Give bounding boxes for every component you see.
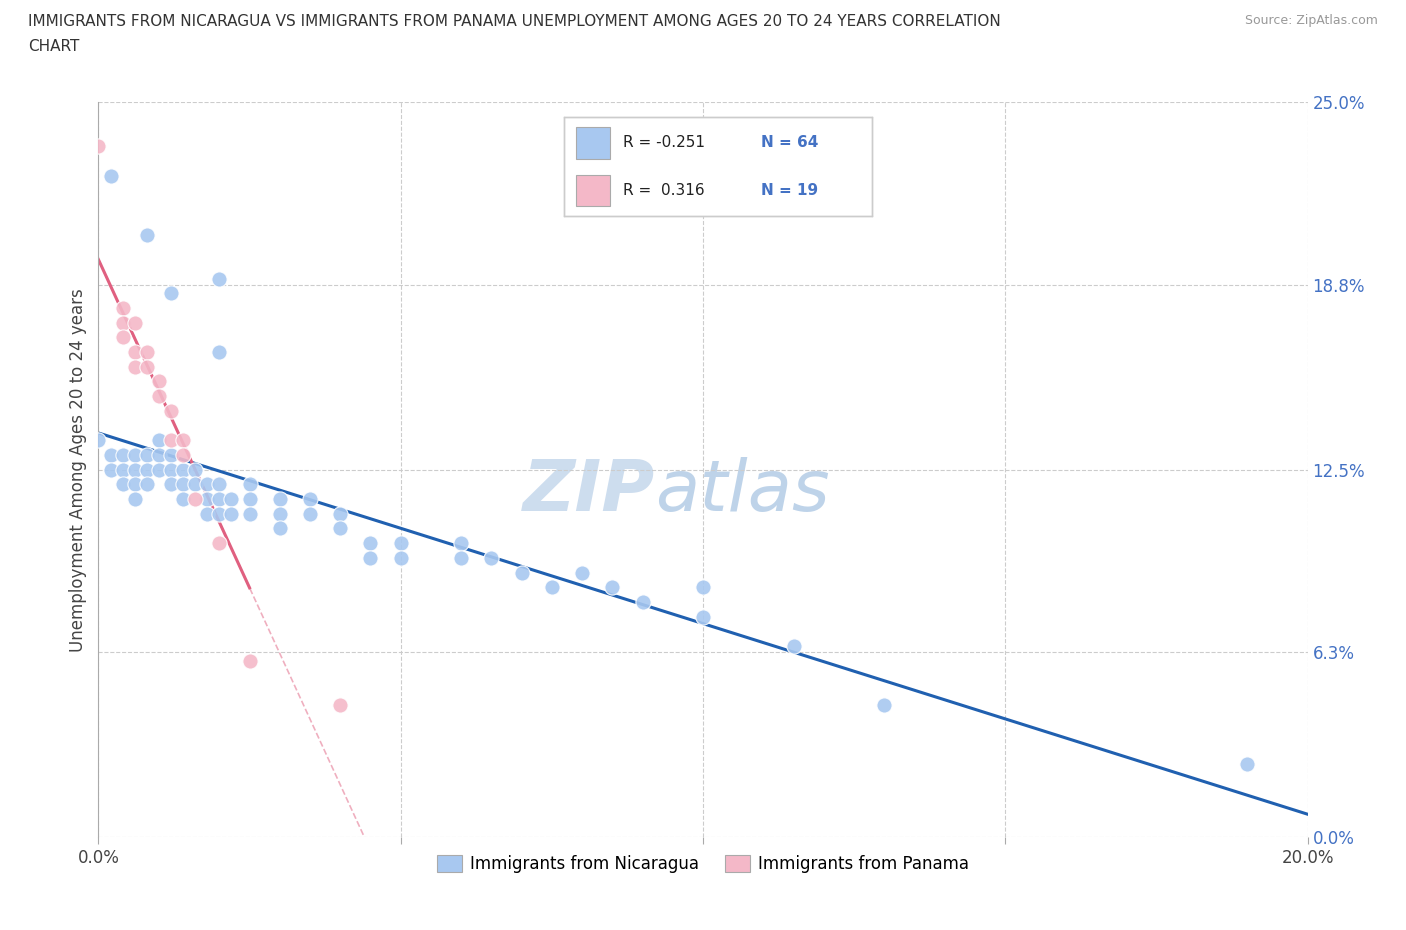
Point — [208, 506, 231, 521]
Point — [148, 447, 170, 462]
Point — [389, 551, 412, 565]
Point — [269, 506, 291, 521]
Point — [148, 374, 170, 389]
Point — [540, 579, 562, 594]
Point — [124, 477, 146, 492]
Point — [148, 432, 170, 447]
Point — [100, 168, 122, 183]
Point — [148, 462, 170, 477]
Point — [208, 477, 231, 492]
Point — [195, 506, 218, 521]
Point — [172, 447, 194, 462]
Point — [124, 345, 146, 360]
Point — [172, 462, 194, 477]
Point — [631, 594, 654, 609]
Point — [172, 432, 194, 447]
Point — [208, 272, 231, 286]
Point — [269, 521, 291, 536]
Y-axis label: Unemployment Among Ages 20 to 24 years: Unemployment Among Ages 20 to 24 years — [69, 287, 87, 652]
Point — [239, 506, 262, 521]
Point — [184, 477, 207, 492]
Point — [172, 492, 194, 507]
Point — [135, 227, 157, 242]
Point — [124, 315, 146, 330]
Text: ZIP: ZIP — [523, 458, 655, 526]
Point — [873, 698, 896, 712]
Text: IMMIGRANTS FROM NICARAGUA VS IMMIGRANTS FROM PANAMA UNEMPLOYMENT AMONG AGES 20 T: IMMIGRANTS FROM NICARAGUA VS IMMIGRANTS … — [28, 14, 1001, 29]
Point — [124, 492, 146, 507]
Point — [195, 477, 218, 492]
Point — [124, 359, 146, 374]
Point — [221, 492, 243, 507]
Point — [135, 359, 157, 374]
Point — [111, 330, 134, 345]
Point — [160, 286, 183, 300]
Point — [160, 432, 183, 447]
Point — [269, 492, 291, 507]
Point — [239, 653, 262, 668]
Legend: Immigrants from Nicaragua, Immigrants from Panama: Immigrants from Nicaragua, Immigrants fr… — [430, 848, 976, 880]
Point — [299, 506, 322, 521]
Point — [135, 447, 157, 462]
Point — [692, 609, 714, 624]
Point — [602, 579, 624, 594]
Text: Source: ZipAtlas.com: Source: ZipAtlas.com — [1244, 14, 1378, 27]
Point — [160, 462, 183, 477]
Point — [389, 536, 412, 551]
Point — [148, 389, 170, 404]
Point — [1236, 756, 1258, 771]
Point — [111, 447, 134, 462]
Point — [172, 477, 194, 492]
Point — [360, 551, 382, 565]
Text: CHART: CHART — [28, 39, 80, 54]
Point — [87, 432, 110, 447]
Point — [111, 315, 134, 330]
Point — [111, 300, 134, 315]
Point — [329, 521, 352, 536]
Point — [160, 477, 183, 492]
Point — [208, 492, 231, 507]
Point — [100, 447, 122, 462]
Point — [571, 565, 593, 580]
Point — [184, 462, 207, 477]
Point — [135, 345, 157, 360]
Point — [184, 492, 207, 507]
Point — [450, 551, 472, 565]
Point — [239, 477, 262, 492]
Point — [239, 492, 262, 507]
Point — [124, 462, 146, 477]
Point — [208, 345, 231, 360]
Point — [221, 506, 243, 521]
Point — [87, 139, 110, 153]
Point — [135, 477, 157, 492]
Text: atlas: atlas — [655, 458, 830, 526]
Point — [329, 698, 352, 712]
Point — [450, 536, 472, 551]
Point — [195, 492, 218, 507]
Point — [208, 536, 231, 551]
Point — [481, 551, 503, 565]
Point — [111, 477, 134, 492]
Point — [100, 462, 122, 477]
Point — [124, 447, 146, 462]
Point — [510, 565, 533, 580]
Point — [135, 462, 157, 477]
Point — [783, 639, 806, 654]
Point — [329, 506, 352, 521]
Point — [160, 447, 183, 462]
Point — [360, 536, 382, 551]
Point — [160, 404, 183, 418]
Point — [692, 579, 714, 594]
Point — [111, 462, 134, 477]
Point — [299, 492, 322, 507]
